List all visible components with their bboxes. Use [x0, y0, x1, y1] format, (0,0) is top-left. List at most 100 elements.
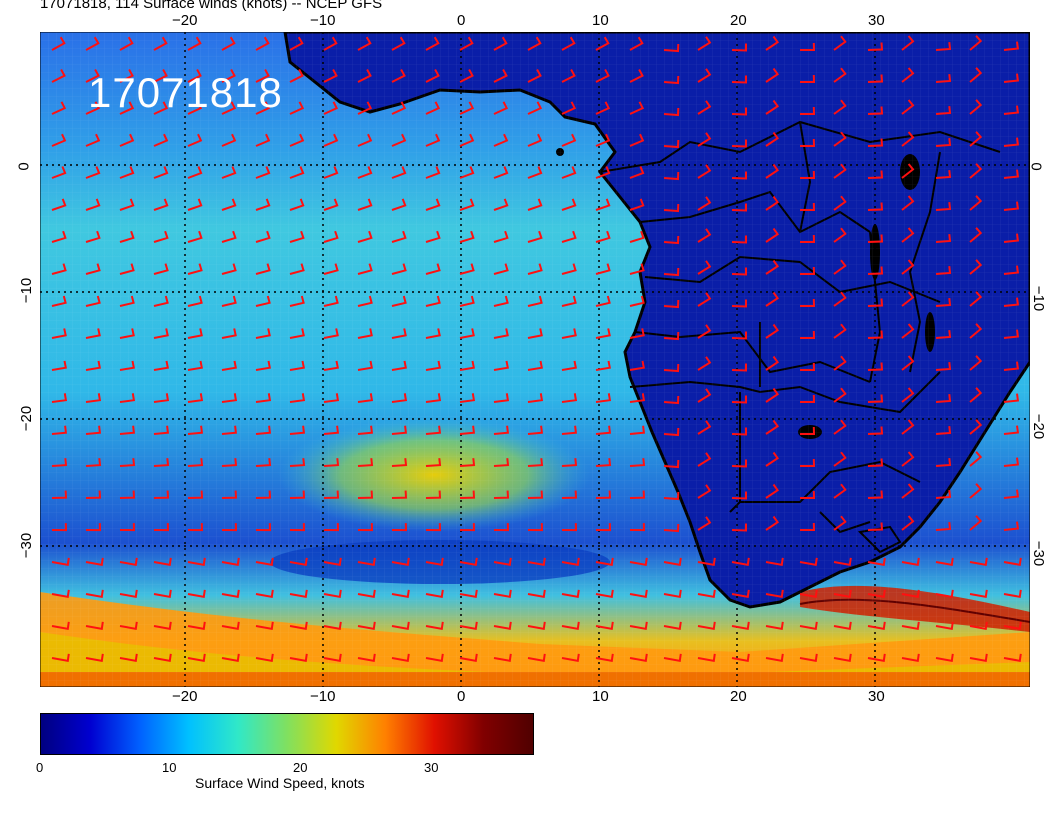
wind-barb — [765, 387, 780, 403]
wind-barb — [221, 36, 236, 51]
wind-barb — [221, 557, 240, 566]
wind-barb — [323, 653, 342, 662]
wind-barb — [595, 166, 611, 179]
wind-barb — [765, 35, 780, 51]
wind-barb — [85, 360, 101, 371]
wind-barb — [425, 328, 441, 339]
wind-barb — [935, 105, 952, 115]
x-tick-top: 10 — [592, 12, 609, 29]
wind-barb — [969, 259, 983, 275]
wind-barb — [935, 457, 952, 467]
wind-barb — [969, 419, 983, 435]
wind-barb — [357, 263, 373, 275]
wind-barb — [493, 458, 510, 467]
wind-barb — [833, 163, 847, 179]
wind-barb — [663, 621, 682, 630]
wind-barb — [323, 101, 339, 115]
wind-barb — [663, 491, 680, 501]
wind-barb — [969, 621, 988, 630]
wind-barb — [51, 425, 68, 435]
wind-barb — [391, 263, 407, 275]
wind-barb — [663, 331, 680, 341]
wind-barb — [527, 101, 543, 115]
wind-barb — [561, 36, 576, 51]
wind-barb — [153, 166, 169, 179]
wind-barb — [527, 425, 544, 435]
wind-barb — [255, 36, 270, 51]
wind-barb — [799, 557, 818, 566]
wind-barb — [221, 621, 240, 630]
wind-barb — [1003, 425, 1020, 435]
wind-barb — [153, 328, 169, 339]
wind-barb — [187, 230, 203, 243]
wind-barb — [1003, 589, 1022, 598]
wind-barb — [527, 360, 543, 371]
wind-barb — [765, 451, 780, 467]
wind-barb — [255, 621, 274, 630]
wind-barb — [969, 323, 983, 339]
y-tick-left: −10 — [18, 277, 36, 304]
wind-barb — [867, 298, 884, 307]
y-tick-right: −30 — [1030, 540, 1048, 567]
wind-barb — [800, 330, 816, 339]
wind-barb — [629, 621, 648, 630]
wind-barb — [119, 263, 135, 275]
x-tick-top: 20 — [730, 12, 747, 29]
wind-barb — [527, 230, 543, 243]
wind-barb — [425, 589, 444, 598]
wind-barb — [935, 393, 952, 403]
wind-barb — [867, 557, 886, 566]
wind-barb — [493, 230, 509, 243]
wind-barb — [697, 68, 712, 83]
wind-barb — [561, 557, 580, 566]
wind-barb — [731, 395, 747, 404]
wind-barb — [289, 198, 305, 211]
wind-barb — [153, 393, 170, 403]
wind-barb — [969, 131, 983, 147]
wind-barb — [459, 295, 475, 307]
wind-barb — [867, 202, 884, 211]
wind-barb — [697, 452, 712, 467]
wind-barb — [493, 133, 509, 147]
wind-barb — [391, 360, 407, 371]
wind-barb — [697, 484, 712, 499]
wind-barb — [1003, 521, 1020, 531]
wind-barb — [867, 138, 884, 147]
wind-barb — [697, 516, 712, 531]
wind-barb — [221, 425, 238, 435]
wind-barb — [391, 36, 406, 51]
x-tick-bottom: −20 — [172, 688, 198, 705]
wind-barb — [595, 425, 612, 435]
wind-barb — [833, 227, 847, 243]
wind-barb — [629, 263, 645, 275]
wind-barb — [289, 295, 305, 307]
wind-barb — [459, 198, 475, 211]
wind-barb — [833, 131, 847, 147]
wind-barb — [51, 295, 67, 307]
wind-barb — [731, 75, 747, 84]
wind-barb — [629, 36, 644, 51]
wind-barb — [1003, 393, 1020, 403]
wind-barb — [425, 557, 444, 566]
wind-barb — [153, 653, 172, 662]
wind-barb — [51, 557, 70, 566]
wind-barb — [187, 133, 203, 147]
timestamp-overlay: 17071818 — [88, 69, 283, 116]
wind-barb — [1003, 265, 1020, 275]
wind-barb — [731, 621, 750, 630]
wind-barb — [187, 523, 204, 532]
wind-barb — [901, 227, 915, 243]
wind-barb — [663, 395, 680, 405]
wind-barb — [527, 69, 542, 83]
wind-barb — [391, 523, 408, 532]
wind-barb — [1003, 621, 1022, 630]
wind-barb — [459, 621, 478, 630]
wind-barb — [425, 360, 441, 371]
wind-barb — [153, 101, 169, 115]
wind-barb — [867, 362, 884, 371]
wind-barb — [901, 451, 915, 467]
wind-barb — [289, 166, 305, 179]
wind-barb — [493, 523, 510, 532]
wind-barb — [391, 166, 407, 179]
wind-barb — [221, 295, 237, 307]
